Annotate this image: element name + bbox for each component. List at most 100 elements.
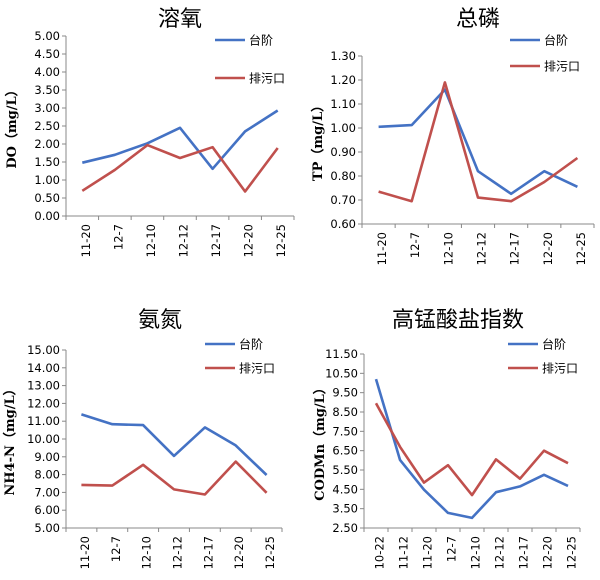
legend-label: 台阶	[249, 33, 273, 48]
y-tick-label: 3.00	[34, 101, 60, 115]
y-tick-label: 3.50	[332, 502, 358, 516]
x-tick-label: 12-25	[574, 232, 588, 265]
y-tick-label: 1.10	[330, 97, 356, 111]
y-axis-label: NH4-N（mg/L）	[2, 382, 18, 495]
y-tick-label: 1.50	[34, 155, 60, 169]
series-line-paiwukou	[374, 402, 569, 497]
x-tick-label: 12-25	[565, 536, 579, 569]
series-line-taijie	[374, 378, 569, 520]
y-tick-label: 0.80	[330, 169, 356, 183]
y-tick-label: 13.00	[27, 379, 60, 393]
legend-label: 台阶	[542, 337, 566, 352]
y-tick-label: 7.50	[332, 424, 358, 438]
x-tick-label: 12-12	[475, 232, 489, 265]
y-tick-label: 2.50	[332, 521, 358, 535]
legend-label: 排污口	[544, 60, 580, 74]
x-tick-label: 12-17	[201, 536, 215, 569]
x-tick-label: 12-7	[109, 536, 123, 562]
chart-title: 氨氮	[138, 308, 182, 333]
y-tick-label: 11.00	[27, 414, 60, 428]
y-tick-label: 8.00	[34, 468, 60, 482]
x-tick-label: 11-20	[375, 232, 389, 265]
y-tick-label: 5.00	[34, 521, 60, 535]
series-line-paiwukou	[378, 81, 579, 203]
chart-title: 总磷	[456, 7, 500, 32]
nh4n-chart: 氨氮 NH4-N（mg/L） 5.00 6.00 7.00 8.00 9.00 10.00 11…	[0, 292, 300, 580]
y-tick-label: 8.50	[332, 405, 358, 419]
y-tick-label: 4.50	[34, 47, 60, 61]
x-tick-label: 11-20	[79, 224, 93, 257]
y-tick-label: 4.00	[34, 65, 60, 79]
x-tick-label: 12-25	[263, 536, 277, 569]
x-tick-label: 11-12	[397, 536, 411, 569]
y-tick-label: 7.00	[34, 485, 60, 499]
x-tick-label: 12-17	[209, 224, 223, 257]
legend-label: 台阶	[239, 337, 263, 352]
series-line-taijie	[81, 413, 268, 476]
x-tick-label: 12-20	[541, 232, 555, 265]
legend-label: 台阶	[544, 33, 568, 48]
y-tick-label: 4.50	[332, 482, 358, 496]
series-line-taijie	[378, 88, 578, 196]
x-tick-label: 12-10	[469, 536, 483, 569]
y-tick-label: 0.90	[330, 145, 356, 159]
y-tick-label: 2.50	[34, 119, 60, 133]
y-tick-label: 6.00	[34, 503, 60, 517]
x-tick-label: 12-10	[441, 232, 455, 265]
y-tick-label: 0.70	[330, 193, 356, 207]
x-tick-label: 12-12	[171, 536, 185, 569]
y-tick-label: 1.00	[330, 121, 356, 135]
series-line-taijie	[81, 109, 279, 171]
x-tick-label: 10-22	[373, 536, 387, 569]
x-tick-label: 12-20	[232, 536, 246, 569]
chart-title: 溶氧	[158, 7, 202, 32]
y-tick-label: 10.50	[325, 366, 358, 380]
chart-svg: 总磷 TP（mg/L） 0.60 0.70 0.80 0.90 1.00 1.10 1.20 1.…	[310, 7, 595, 265]
series-line-paiwukou	[81, 460, 268, 496]
y-tick-label: 3.50	[34, 83, 60, 97]
x-tick-label: 12-20	[541, 536, 555, 569]
do-chart: 溶氧 DO（mg/L） 0.00 0.50 1.00 1.50 2.00 2.50 3.00 3.…	[0, 0, 300, 296]
y-tick-label: 12.00	[27, 396, 60, 410]
x-tick-label: 12-17	[517, 536, 531, 569]
x-tick-label: 12-17	[508, 232, 522, 265]
tp-chart: 总磷 TP（mg/L） 0.60 0.70 0.80 0.90 1.00 1.10 1.20 1.…	[300, 0, 600, 296]
x-tick-label: 12-12	[493, 536, 507, 569]
y-tick-label: 0.00	[34, 209, 60, 223]
y-axis-label: TP（mg/L）	[310, 99, 326, 181]
chart-svg: 高锰酸盐指数 CODMn（mg/L） 2.50 3.50 4.50 5.50 6.50 7.5…	[312, 308, 581, 569]
y-tick-label: 1.20	[330, 73, 356, 87]
y-tick-label: 5.00	[34, 29, 60, 43]
codmn-chart: 高锰酸盐指数 CODMn（mg/L） 2.50 3.50 4.50 5.50 6.50 7.5…	[300, 292, 600, 580]
legend-label: 排污口	[239, 362, 275, 376]
x-tick-label: 12-7	[408, 232, 422, 258]
x-tick-label: 12-7	[445, 536, 459, 562]
chart-svg: 溶氧 DO（mg/L） 0.00 0.50 1.00 1.50 2.00 2.50 3.00 3.…	[4, 7, 295, 257]
legend-label: 排污口	[542, 362, 578, 376]
legend-label: 排污口	[249, 72, 285, 86]
chart-svg: 氨氮 NH4-N（mg/L） 5.00 6.00 7.00 8.00 9.00 10.00 11…	[2, 308, 283, 569]
y-tick-label: 1.00	[34, 173, 60, 187]
x-tick-label: 12-7	[111, 224, 125, 250]
y-tick-label: 2.00	[34, 137, 60, 151]
y-tick-label: 5.50	[332, 463, 358, 477]
x-tick-label: 12-20	[242, 224, 256, 257]
x-tick-label: 11-20	[78, 536, 92, 569]
y-tick-label: 9.00	[34, 450, 60, 464]
y-axis-label: DO（mg/L）	[4, 83, 20, 168]
series-line-paiwukou	[81, 143, 279, 193]
y-axis-label: CODMn（mg/L）	[312, 381, 328, 501]
y-tick-label: 0.60	[330, 217, 356, 231]
x-tick-label: 11-20	[421, 536, 435, 569]
y-tick-label: 1.30	[330, 49, 356, 63]
y-tick-label: 14.00	[27, 361, 60, 375]
y-tick-label: 11.50	[325, 347, 358, 361]
y-tick-label: 0.50	[34, 191, 60, 205]
y-tick-label: 15.00	[27, 343, 60, 357]
y-tick-label: 10.00	[27, 432, 60, 446]
chart-title: 高锰酸盐指数	[392, 308, 524, 333]
y-tick-label: 9.50	[332, 386, 358, 400]
y-tick-label: 6.50	[332, 444, 358, 458]
x-tick-label: 12-10	[144, 224, 158, 257]
x-tick-label: 12-25	[274, 224, 288, 257]
